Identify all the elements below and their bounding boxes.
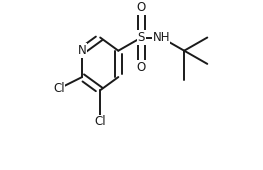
Text: Cl: Cl [94, 115, 106, 128]
Text: N: N [78, 44, 87, 57]
Text: Cl: Cl [53, 82, 65, 95]
Text: NH: NH [152, 31, 170, 44]
Text: O: O [137, 1, 146, 14]
Text: O: O [137, 61, 146, 74]
Text: S: S [138, 31, 145, 44]
